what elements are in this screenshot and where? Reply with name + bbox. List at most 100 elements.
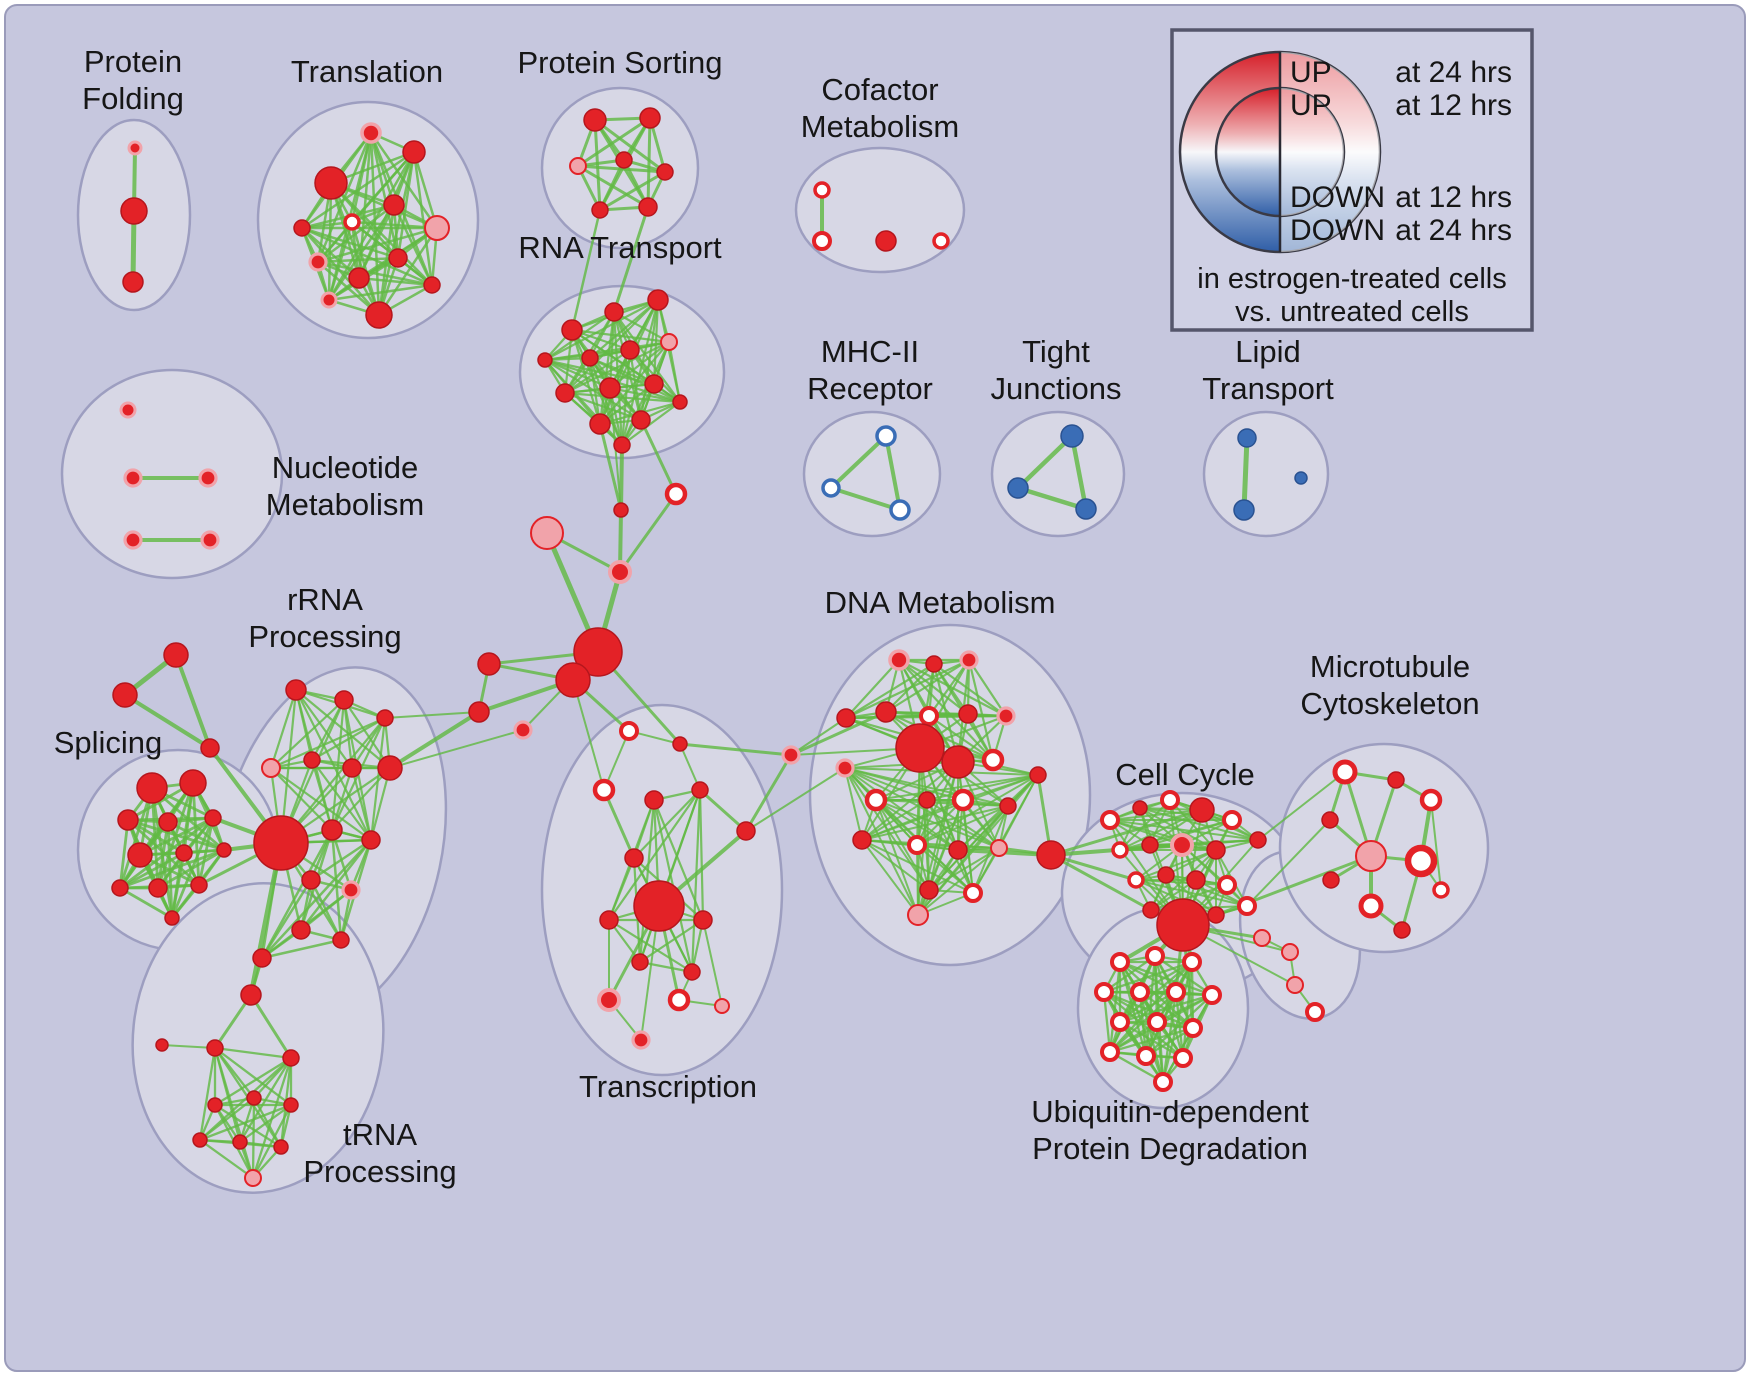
network-node — [1249, 831, 1267, 849]
network-edge — [260, 938, 343, 960]
network-edge — [350, 220, 381, 317]
network-node — [192, 1132, 208, 1148]
network-edge — [300, 226, 400, 260]
network-node — [1100, 810, 1120, 830]
network-node — [999, 797, 1017, 815]
legend-direction-0: UP — [1290, 56, 1332, 89]
network-edge — [1108, 1026, 1195, 1054]
network-edge — [174, 653, 212, 750]
network-node — [951, 788, 975, 812]
network-node — [1393, 921, 1411, 939]
network-edge — [294, 688, 392, 770]
network-node — [633, 880, 685, 932]
cluster-label-rrna-processing: Processing — [248, 619, 401, 654]
network-node — [1419, 788, 1443, 812]
network-node — [468, 701, 490, 723]
cluster-label-protein-folding: Protein — [84, 44, 182, 79]
network-node — [683, 963, 701, 981]
network-edge — [875, 774, 1039, 801]
network-edge — [572, 679, 605, 791]
network-edge — [294, 688, 354, 770]
network-edge — [316, 260, 434, 287]
network-node — [1036, 840, 1066, 870]
network-edge — [412, 150, 434, 287]
network-node — [660, 333, 678, 351]
network-edge — [861, 839, 919, 916]
network-edge — [598, 170, 667, 212]
network-node — [693, 910, 713, 930]
network-node — [875, 425, 897, 447]
network-edge — [745, 767, 846, 832]
network-node — [1110, 952, 1130, 972]
network-edge — [350, 766, 373, 842]
network-node — [155, 1038, 169, 1052]
network-node — [273, 1139, 289, 1155]
network-edge — [118, 886, 174, 920]
network-node — [1157, 866, 1175, 884]
cluster-label-cofactor-metabolism: Cofactor — [821, 72, 938, 107]
network-edge — [667, 340, 682, 404]
network-node — [631, 1030, 651, 1050]
network-edge — [251, 1103, 293, 1180]
network-node — [1237, 428, 1257, 448]
network-node — [1222, 810, 1242, 830]
network-edge — [251, 1096, 256, 1180]
network-node — [1294, 471, 1308, 485]
network-node — [672, 394, 688, 410]
network-node — [200, 530, 220, 550]
cluster-label-ubiquitin-degradation: Protein Degradation — [1032, 1131, 1308, 1166]
network-node — [895, 723, 945, 773]
network-edge — [1155, 1020, 1165, 1084]
cluster-label-lipid-transport: Transport — [1202, 371, 1334, 406]
cluster-label-mhc-ii-receptor: Receptor — [807, 371, 933, 406]
network-node — [1160, 790, 1180, 810]
network-edge — [608, 340, 671, 390]
network-edge — [198, 1046, 217, 1142]
network-node — [163, 642, 189, 668]
network-node — [781, 745, 801, 765]
network-edge — [309, 838, 373, 882]
network-edge — [118, 818, 130, 890]
network-node — [925, 655, 943, 673]
network-edge — [602, 788, 636, 860]
network-node — [388, 248, 408, 268]
network-node — [320, 291, 338, 309]
network-node — [198, 468, 218, 488]
network-node — [334, 690, 354, 710]
network-edge — [369, 716, 387, 842]
network-node — [122, 271, 144, 293]
network-node — [283, 1097, 299, 1113]
network-edge — [1169, 799, 1259, 841]
network-edge — [612, 205, 650, 314]
network-edge — [1149, 819, 1233, 846]
network-node — [918, 791, 936, 809]
network-edge — [917, 799, 928, 916]
network-edge — [1102, 954, 1157, 994]
network-node — [179, 769, 207, 797]
network-edge — [620, 400, 682, 447]
cluster-label-nucleotide-metabolism: Metabolism — [266, 487, 425, 522]
network-node — [573, 627, 623, 677]
network-edge — [926, 799, 1000, 849]
network-edge — [316, 131, 373, 264]
network-edge — [916, 844, 919, 916]
network-node — [111, 879, 129, 897]
network-node — [990, 839, 1008, 857]
network-edge — [198, 1103, 293, 1142]
network-node — [513, 720, 533, 740]
network-node — [1253, 929, 1271, 947]
network-edge — [1118, 993, 1214, 1024]
network-edge — [269, 688, 298, 770]
cluster-label-ubiquitin-degradation: Ubiquitin-dependent — [1031, 1094, 1309, 1129]
network-node — [1217, 875, 1237, 895]
network-edge — [543, 358, 643, 422]
network-edge — [576, 164, 667, 174]
cluster-label-cell-cycle: Cell Cycle — [1115, 757, 1255, 792]
network-edge — [350, 716, 387, 770]
network-node — [958, 704, 978, 724]
legend-time-1: at 12 hrs — [1395, 89, 1512, 122]
network-edge — [861, 799, 928, 841]
network-edge — [638, 960, 694, 974]
network-node — [656, 163, 674, 181]
legend-direction-1: UP — [1290, 89, 1332, 122]
